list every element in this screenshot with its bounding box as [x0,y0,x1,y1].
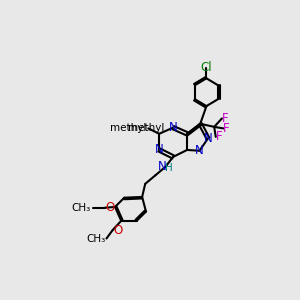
Text: N: N [195,144,204,157]
Text: F: F [215,130,222,143]
Text: F: F [223,122,230,135]
Text: Cl: Cl [201,61,212,74]
Text: methyl: methyl [128,123,164,133]
Text: methyl: methyl [110,123,146,133]
Text: N: N [158,160,167,173]
Text: N: N [204,132,212,145]
Text: H: H [165,163,173,173]
Text: N: N [169,121,178,134]
Text: N: N [155,143,164,157]
Text: CH₃: CH₃ [86,234,106,244]
Text: F: F [222,112,228,125]
Text: O: O [113,224,123,236]
Text: O: O [106,201,115,214]
Text: CH₃: CH₃ [72,203,91,213]
